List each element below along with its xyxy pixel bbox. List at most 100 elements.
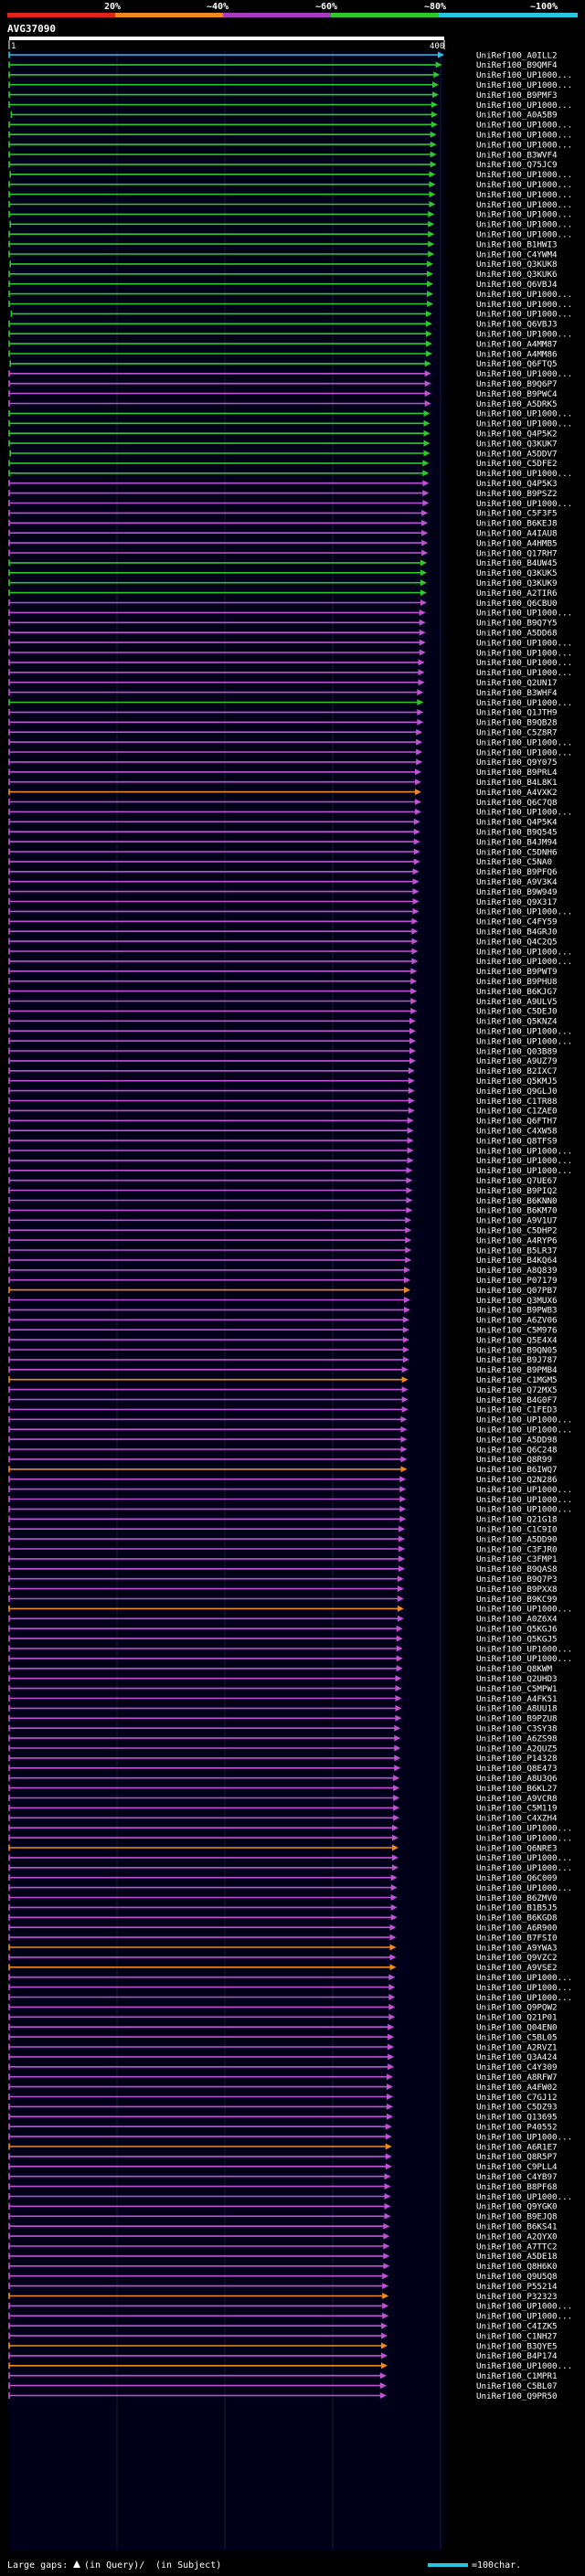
hit-row[interactable]: UniRef100_B9PFQ6 <box>8 867 558 877</box>
hit-id-label[interactable]: UniRef100_UP1000... <box>476 747 572 758</box>
hit-row[interactable]: UniRef100_C5Z8R7 <box>8 728 558 738</box>
hit-row[interactable]: UniRef100_A2RVZ1 <box>8 2042 558 2052</box>
hit-row[interactable]: UniRef100_UP1000... <box>8 499 572 509</box>
hit-row[interactable]: UniRef100_Q07PB7 <box>8 1286 558 1296</box>
hit-id-label[interactable]: UniRef100_Q8E473 <box>476 1764 558 1774</box>
hit-id-label[interactable]: UniRef100_B9W949 <box>476 887 558 897</box>
hit-id-label[interactable]: UniRef100_P40552 <box>476 2123 558 2133</box>
hit-row[interactable]: UniRef100_A5DRK5 <box>8 399 558 409</box>
hit-id-label[interactable]: UniRef100_UP1000... <box>476 369 572 379</box>
hit-row[interactable]: UniRef100_B9PXX8 <box>8 1585 558 1595</box>
hit-row[interactable]: UniRef100_A8UU18 <box>8 1704 558 1714</box>
hit-id-label[interactable]: UniRef100_Q9Y075 <box>476 758 558 768</box>
hit-row[interactable]: UniRef100_Q21G18 <box>8 1515 558 1525</box>
hit-row[interactable]: UniRef100_Q72MX5 <box>8 1385 558 1395</box>
hit-id-label[interactable]: UniRef100_A4FK51 <box>476 1694 558 1704</box>
hit-row[interactable]: UniRef100_B6KM70 <box>8 1206 558 1216</box>
hit-row[interactable]: UniRef100_B2IXC7 <box>8 1066 558 1076</box>
hit-id-label[interactable]: UniRef100_Q3KUK6 <box>476 270 558 280</box>
hit-id-label[interactable]: UniRef100_UP1000... <box>476 1654 572 1664</box>
hit-row[interactable]: UniRef100_UP1000... <box>8 1993 572 2003</box>
hit-id-label[interactable]: UniRef100_UP1000... <box>476 121 572 131</box>
hit-id-label[interactable]: UniRef100_C3SY38 <box>476 1724 558 1734</box>
hit-row[interactable]: UniRef100_A4FK51 <box>8 1694 558 1704</box>
hit-id-label[interactable]: UniRef100_B4P174 <box>476 2351 558 2361</box>
hit-id-label[interactable]: UniRef100_UP1000... <box>476 210 572 220</box>
hit-id-label[interactable]: UniRef100_UP1000... <box>476 698 572 708</box>
hit-id-label[interactable]: UniRef100_C4XZH4 <box>476 1814 558 1824</box>
hit-id-label[interactable]: UniRef100_Q6C009 <box>476 1873 558 1883</box>
hit-row[interactable]: UniRef100_Q6FTH7 <box>8 1117 558 1127</box>
hit-id-label[interactable]: UniRef100_B6ZMV0 <box>476 1893 558 1903</box>
hit-id-label[interactable]: UniRef100_B9PMB4 <box>476 1365 558 1375</box>
hit-row[interactable]: UniRef100_A2TIR6 <box>8 588 558 599</box>
hit-row[interactable]: UniRef100_C1MPR1 <box>8 2371 558 2381</box>
hit-id-label[interactable]: UniRef100_Q04EN0 <box>476 2023 558 2033</box>
hit-row[interactable]: UniRef100_A0A5B9 <box>10 111 558 121</box>
hit-id-label[interactable]: UniRef100_A4IAU8 <box>476 529 558 539</box>
hit-row[interactable]: UniRef100_C4FY59 <box>8 917 558 928</box>
hit-row[interactable]: UniRef100_Q4P5K4 <box>8 818 558 828</box>
hit-row[interactable]: UniRef100_B4G0F7 <box>8 1395 558 1405</box>
hit-id-label[interactable]: UniRef100_UP1000... <box>476 1426 572 1436</box>
hit-row[interactable]: UniRef100_Q3KUK8 <box>9 260 558 270</box>
hit-row[interactable]: UniRef100_A5DD68 <box>8 629 558 639</box>
hit-id-label[interactable]: UniRef100_C5M976 <box>476 1326 558 1336</box>
hit-row[interactable]: UniRef100_Q5E4X4 <box>8 1335 558 1345</box>
hit-id-label[interactable]: UniRef100_C5DEJ0 <box>476 1007 558 1017</box>
hit-id-label[interactable]: UniRef100_B9PFQ6 <box>476 867 558 877</box>
hit-row[interactable]: UniRef100_Q13695 <box>8 2113 558 2123</box>
hit-row[interactable]: UniRef100_A0Z6X4 <box>8 1615 558 1625</box>
hit-id-label[interactable]: UniRef100_UP1000... <box>476 1853 572 1863</box>
hit-row[interactable]: UniRef100_Q9Y075 <box>8 758 558 768</box>
hit-id-label[interactable]: UniRef100_B9QN05 <box>476 1345 558 1355</box>
hit-row[interactable]: UniRef100_UP1000... <box>8 609 572 619</box>
hit-row[interactable]: UniRef100_Q4P5K2 <box>8 429 558 440</box>
hit-id-label[interactable]: UniRef100_B4G0F7 <box>476 1395 558 1405</box>
hit-id-label[interactable]: UniRef100_UP1000... <box>476 310 572 320</box>
hit-id-label[interactable]: UniRef100_UP1000... <box>476 200 572 210</box>
hit-id-label[interactable]: UniRef100_C7GJ12 <box>476 2093 558 2103</box>
hit-id-label[interactable]: UniRef100_C9PLL4 <box>476 2162 558 2172</box>
hit-id-label[interactable]: UniRef100_B6KS41 <box>476 2222 558 2232</box>
hit-row[interactable]: UniRef100_A2QYX0 <box>8 2231 558 2242</box>
hit-row[interactable]: UniRef100_B9PHU8 <box>8 977 558 987</box>
hit-id-label[interactable]: UniRef100_UP1000... <box>476 140 572 150</box>
hit-row[interactable]: UniRef100_UP1000... <box>8 1654 572 1664</box>
hit-row[interactable]: UniRef100_UP1000... <box>8 668 572 678</box>
hit-row[interactable]: UniRef100_UP1000... <box>8 907 572 917</box>
hit-row[interactable]: UniRef100_UP1000... <box>8 2361 572 2371</box>
hit-id-label[interactable]: UniRef100_UP1000... <box>476 469 572 479</box>
hit-id-label[interactable]: UniRef100_A4VXK2 <box>476 788 558 798</box>
hit-row[interactable]: UniRef100_Q8TFS9 <box>8 1136 558 1146</box>
hit-id-label[interactable]: UniRef100_C4XW58 <box>476 1127 558 1137</box>
hit-row[interactable]: UniRef100_A6R900 <box>8 1924 558 1934</box>
hit-row[interactable]: UniRef100_Q9YGK0 <box>8 2202 558 2212</box>
hit-id-label[interactable]: UniRef100_UP1000... <box>476 1156 572 1166</box>
hit-id-label[interactable]: UniRef100_UP1000... <box>476 907 572 917</box>
hit-id-label[interactable]: UniRef100_C4YWM4 <box>476 249 558 260</box>
hit-row[interactable]: UniRef100_B4KQ64 <box>8 1256 558 1266</box>
hit-id-label[interactable]: UniRef100_UP1000... <box>476 1415 572 1426</box>
hit-row[interactable]: UniRef100_UP1000... <box>8 1415 572 1426</box>
hit-row[interactable]: UniRef100_B9QN05 <box>8 1345 558 1355</box>
hit-id-label[interactable]: UniRef100_A9V1U7 <box>476 1216 558 1226</box>
hit-row[interactable]: UniRef100_B1HWI3 <box>8 239 558 249</box>
hit-row[interactable]: UniRef100_UP1000... <box>8 658 572 668</box>
hit-row[interactable]: UniRef100_UP1000... <box>8 330 572 340</box>
hit-id-label[interactable]: UniRef100_UP1000... <box>476 70 572 80</box>
hit-id-label[interactable]: UniRef100_B9Q7P3 <box>476 1574 558 1585</box>
hit-row[interactable]: UniRef100_UP1000... <box>8 1166 572 1176</box>
hit-id-label[interactable]: UniRef100_C4YB97 <box>476 2172 558 2182</box>
hit-row[interactable]: UniRef100_A8U3Q6 <box>8 1774 558 1784</box>
hit-row[interactable]: UniRef100_Q6FTQ5 <box>9 359 558 369</box>
hit-row[interactable]: UniRef100_A2QUZ5 <box>8 1744 558 1754</box>
hit-id-label[interactable]: UniRef100_Q21G18 <box>476 1515 558 1525</box>
hit-id-label[interactable]: UniRef100_B5LR37 <box>476 1246 558 1256</box>
hit-row[interactable]: UniRef100_A9ULV5 <box>8 997 558 1007</box>
hit-row[interactable]: UniRef100_Q21P01 <box>8 2013 558 2023</box>
hit-id-label[interactable]: UniRef100_UP1000... <box>476 170 572 180</box>
hit-id-label[interactable]: UniRef100_C1MGM5 <box>476 1375 558 1385</box>
hit-row[interactable]: UniRef100_Q6VBJ3 <box>8 320 558 330</box>
hit-id-label[interactable]: UniRef100_UP1000... <box>476 180 572 190</box>
